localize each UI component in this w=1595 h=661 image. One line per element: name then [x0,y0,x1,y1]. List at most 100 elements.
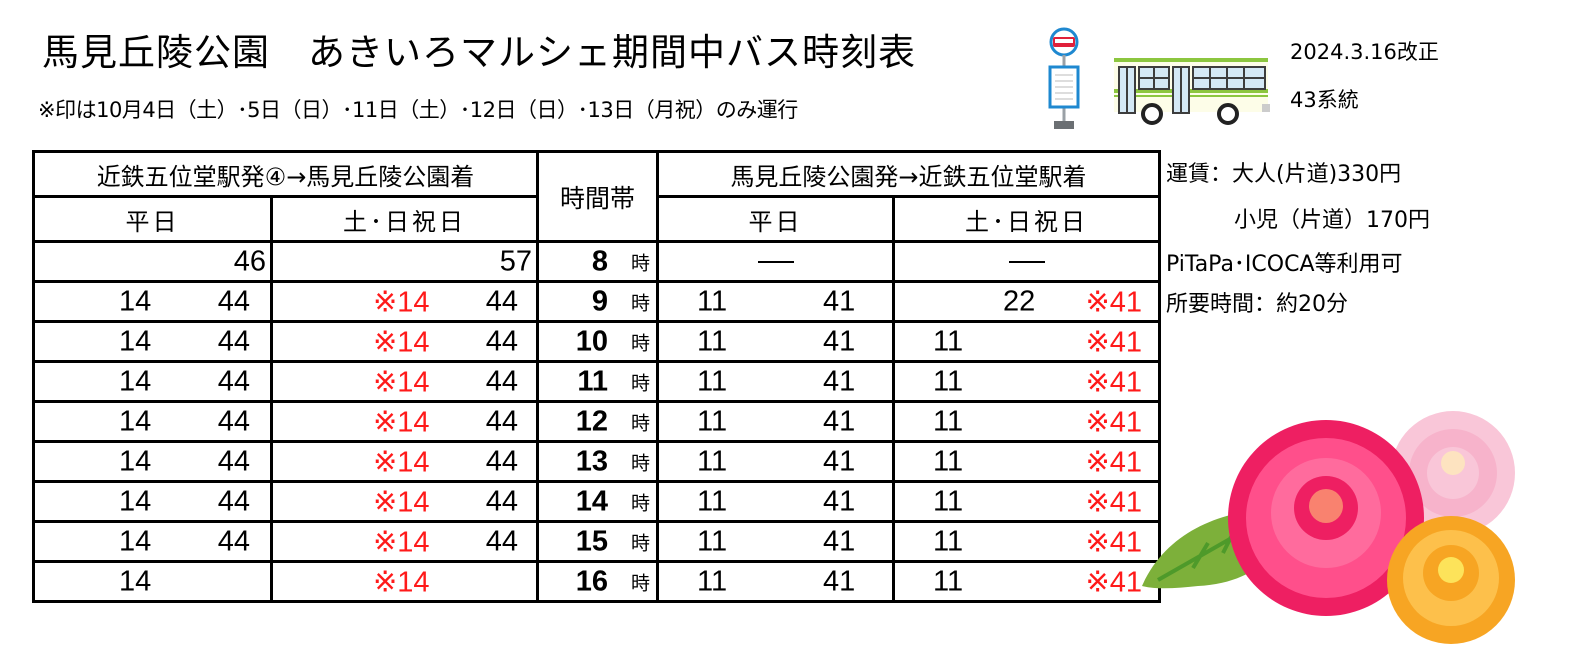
outbound-weekday-cell: 14 44 [32,320,273,363]
departure-minute: 44 [485,485,518,517]
departure-minute: 14 [119,365,152,397]
departure-minute: 41 [823,525,856,557]
timetable-row: 14 44 ※14 44 10 時 11 41 11 ※41 [32,320,1161,363]
outbound-holiday-header: 土･日祝日 [270,195,539,243]
departure-minute: 11 [933,365,964,397]
inbound-holiday-cell: 11 ※41 [892,400,1161,443]
departure-minute: ※14 [373,446,430,478]
inbound-weekday-cell: 11 41 [656,520,895,563]
outbound-holiday-cell: ※14 44 [270,440,539,483]
hour-value: 14 [575,485,608,517]
bus-illustration [1114,58,1270,125]
orange-flower [1387,516,1515,644]
departure-minute: 11 [933,325,964,357]
departure-minute: 44 [217,445,250,477]
operation-note: ※印は10月4日（土）･5日（日）･11日（土）･12日（日）･13日（月祝）の… [38,98,798,122]
departure-minute: 41 [823,285,856,317]
departure-minute: 11 [697,325,728,357]
inbound-holiday-cell: 11 ※41 [892,440,1161,483]
hour-suffix: 時 [630,572,650,594]
inbound-weekday-cell: 11 41 [656,480,895,523]
departure-minute: 11 [933,565,964,597]
departure-minute: ※14 [373,486,430,518]
departure-minute: 41 [823,405,856,437]
inbound-weekday-cell: 11 41 [656,560,895,603]
time-header: 時間帯 [536,150,659,243]
inbound-holiday-cell: 11 ※41 [892,560,1161,603]
inbound-weekday-cell: 11 41 [656,360,895,403]
inbound-weekday-cell [656,240,895,283]
departure-minute: 41 [823,565,856,597]
departure-minute: 11 [697,565,728,597]
departure-minute: 46 [233,245,266,277]
outbound-weekday-cell: 46 [32,240,273,283]
departure-minute: 44 [217,405,250,437]
timetable-row: 14 44 ※14 44 11 時 11 41 11 ※41 [32,360,1161,403]
departure-minute: 14 [119,405,152,437]
outbound-weekday-cell: 14 44 [32,520,273,563]
departure-minute: 11 [697,285,728,317]
page-title: 馬見丘陵公園 あきいろマルシェ期間中バス時刻表 [42,31,916,74]
departure-minute: 44 [217,525,250,557]
departure-minute: ※41 [1085,446,1142,478]
ic-card-note: PiTaPa･ICOCA等利用可 [1166,252,1403,277]
departure-minute: 44 [485,325,518,357]
hour-cell: 15 時 [536,520,659,563]
departure-minute: 11 [933,525,964,557]
departure-minute: 41 [823,445,856,477]
outbound-holiday-cell: ※14 [270,560,539,603]
departure-minute: 14 [119,325,152,357]
inbound-holiday-cell [892,240,1161,283]
outbound-weekday-cell: 14 44 [32,280,273,323]
departure-minute: 11 [933,485,964,517]
departure-minute: 11 [697,365,728,397]
departure-minute: ※14 [373,526,430,558]
inbound-holiday-header: 土･日祝日 [892,195,1161,243]
departure-minute: 11 [933,405,964,437]
departure-minute: 14 [119,445,152,477]
hour-value: 11 [577,365,608,397]
inbound-weekday-cell: 11 41 [656,440,895,483]
departure-minute: 44 [485,405,518,437]
departure-minute: 41 [823,485,856,517]
inbound-holiday-cell: 11 ※41 [892,480,1161,523]
inbound-holiday-cell: 11 ※41 [892,320,1161,363]
departure-minute: 44 [217,485,250,517]
departure-minute: 11 [697,485,728,517]
hour-value: 10 [575,325,608,357]
timetable-row: 14 44 ※14 44 13 時 11 41 11 ※41 [32,440,1161,483]
revision-date: 2024.3.16改正 [1290,40,1439,64]
timetable-row: 14 44 ※14 44 12 時 11 41 11 ※41 [32,400,1161,443]
hour-value: 15 [575,525,608,557]
hour-suffix: 時 [630,412,650,434]
fare-adult: 運賃：大人(片道)330円 [1166,162,1402,187]
departure-minute: ※41 [1085,566,1142,598]
hour-value: 12 [575,405,608,437]
departure-minute: 41 [823,365,856,397]
departure-minute: 11 [697,525,728,557]
timetable: 近鉄五位堂駅発④→馬見丘陵公園着 時間帯 馬見丘陵公園発→近鉄五位堂駅着 平日 … [32,150,1161,603]
departure-minute: ※41 [1085,526,1142,558]
timetable-row: 14 44 ※14 44 14 時 11 41 11 ※41 [32,480,1161,523]
inbound-header: 馬見丘陵公園発→近鉄五位堂駅着 [656,150,1161,198]
inbound-weekday-cell: 11 41 [656,320,895,363]
departure-minute: 44 [485,525,518,557]
departure-minute: ※41 [1085,286,1142,318]
timetable-row: 14 ※14 16 時 11 41 11 ※41 [32,560,1161,603]
fare-child: 小児（片道）170円 [1234,208,1430,233]
hour-cell: 12 時 [536,400,659,443]
departure-minute: 14 [119,485,152,517]
dahlia-flowers-illustration [1142,411,1515,644]
outbound-holiday-cell: 57 [270,240,539,283]
departure-minute: 11 [697,405,728,437]
departure-minute: ※41 [1085,406,1142,438]
inbound-weekday-cell: 11 41 [656,280,895,323]
departure-minute: 41 [823,325,856,357]
departure-minute: ※14 [373,566,430,598]
no-service-dash [757,260,794,263]
outbound-weekday-cell: 14 44 [32,400,273,443]
departure-minute: 14 [119,525,152,557]
inbound-holiday-cell: 22 ※41 [892,280,1161,323]
